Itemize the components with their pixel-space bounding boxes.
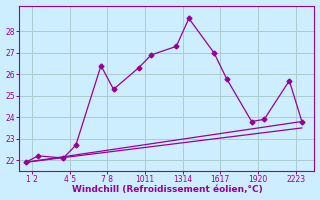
X-axis label: Windchill (Refroidissement éolien,°C): Windchill (Refroidissement éolien,°C) <box>72 185 262 194</box>
